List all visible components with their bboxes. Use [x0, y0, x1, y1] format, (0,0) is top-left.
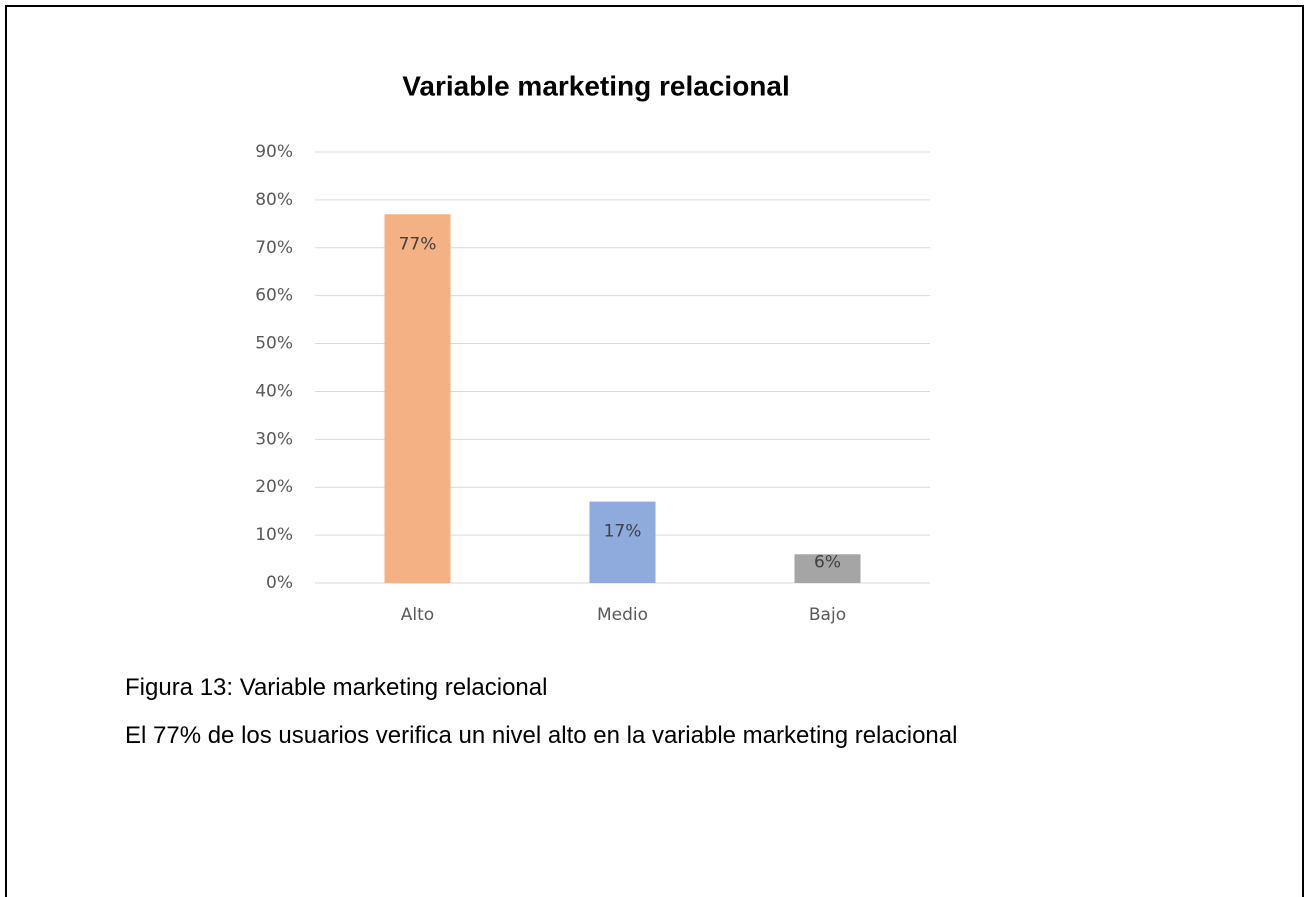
data-label: 77%: [399, 234, 437, 254]
y-tick-label: 50%: [255, 334, 293, 354]
chart-title: Variable marketing relacional: [402, 70, 790, 101]
y-tick-label: 30%: [255, 429, 293, 449]
y-tick-label: 10%: [255, 525, 293, 545]
chart: Variable marketing relacional 0% 10% 20% 30…: [255, 70, 930, 625]
y-tick-label: 60%: [255, 286, 293, 306]
x-tick-label: Bajo: [809, 605, 846, 625]
x-tick-label: Medio: [597, 605, 648, 625]
y-tick-label: 90%: [255, 142, 293, 162]
figure-caption: Figura 13: Variable marketing relacional: [125, 674, 548, 701]
bar: [384, 214, 451, 583]
y-tick-label: 40%: [255, 381, 293, 401]
y-tick-label: 80%: [255, 190, 293, 210]
data-label: 17%: [604, 522, 642, 542]
page-frame: [5, 5, 1304, 897]
figure-description: El 77% de los usuarios verifica un nivel…: [125, 722, 958, 749]
data-label: 6%: [814, 553, 841, 573]
y-tick-label: 70%: [255, 238, 293, 258]
y-tick-label: 20%: [255, 477, 293, 497]
bar: [589, 501, 656, 583]
bar: [794, 554, 861, 583]
x-tick-label: Alto: [401, 605, 434, 625]
y-tick-label: 0%: [266, 573, 293, 593]
